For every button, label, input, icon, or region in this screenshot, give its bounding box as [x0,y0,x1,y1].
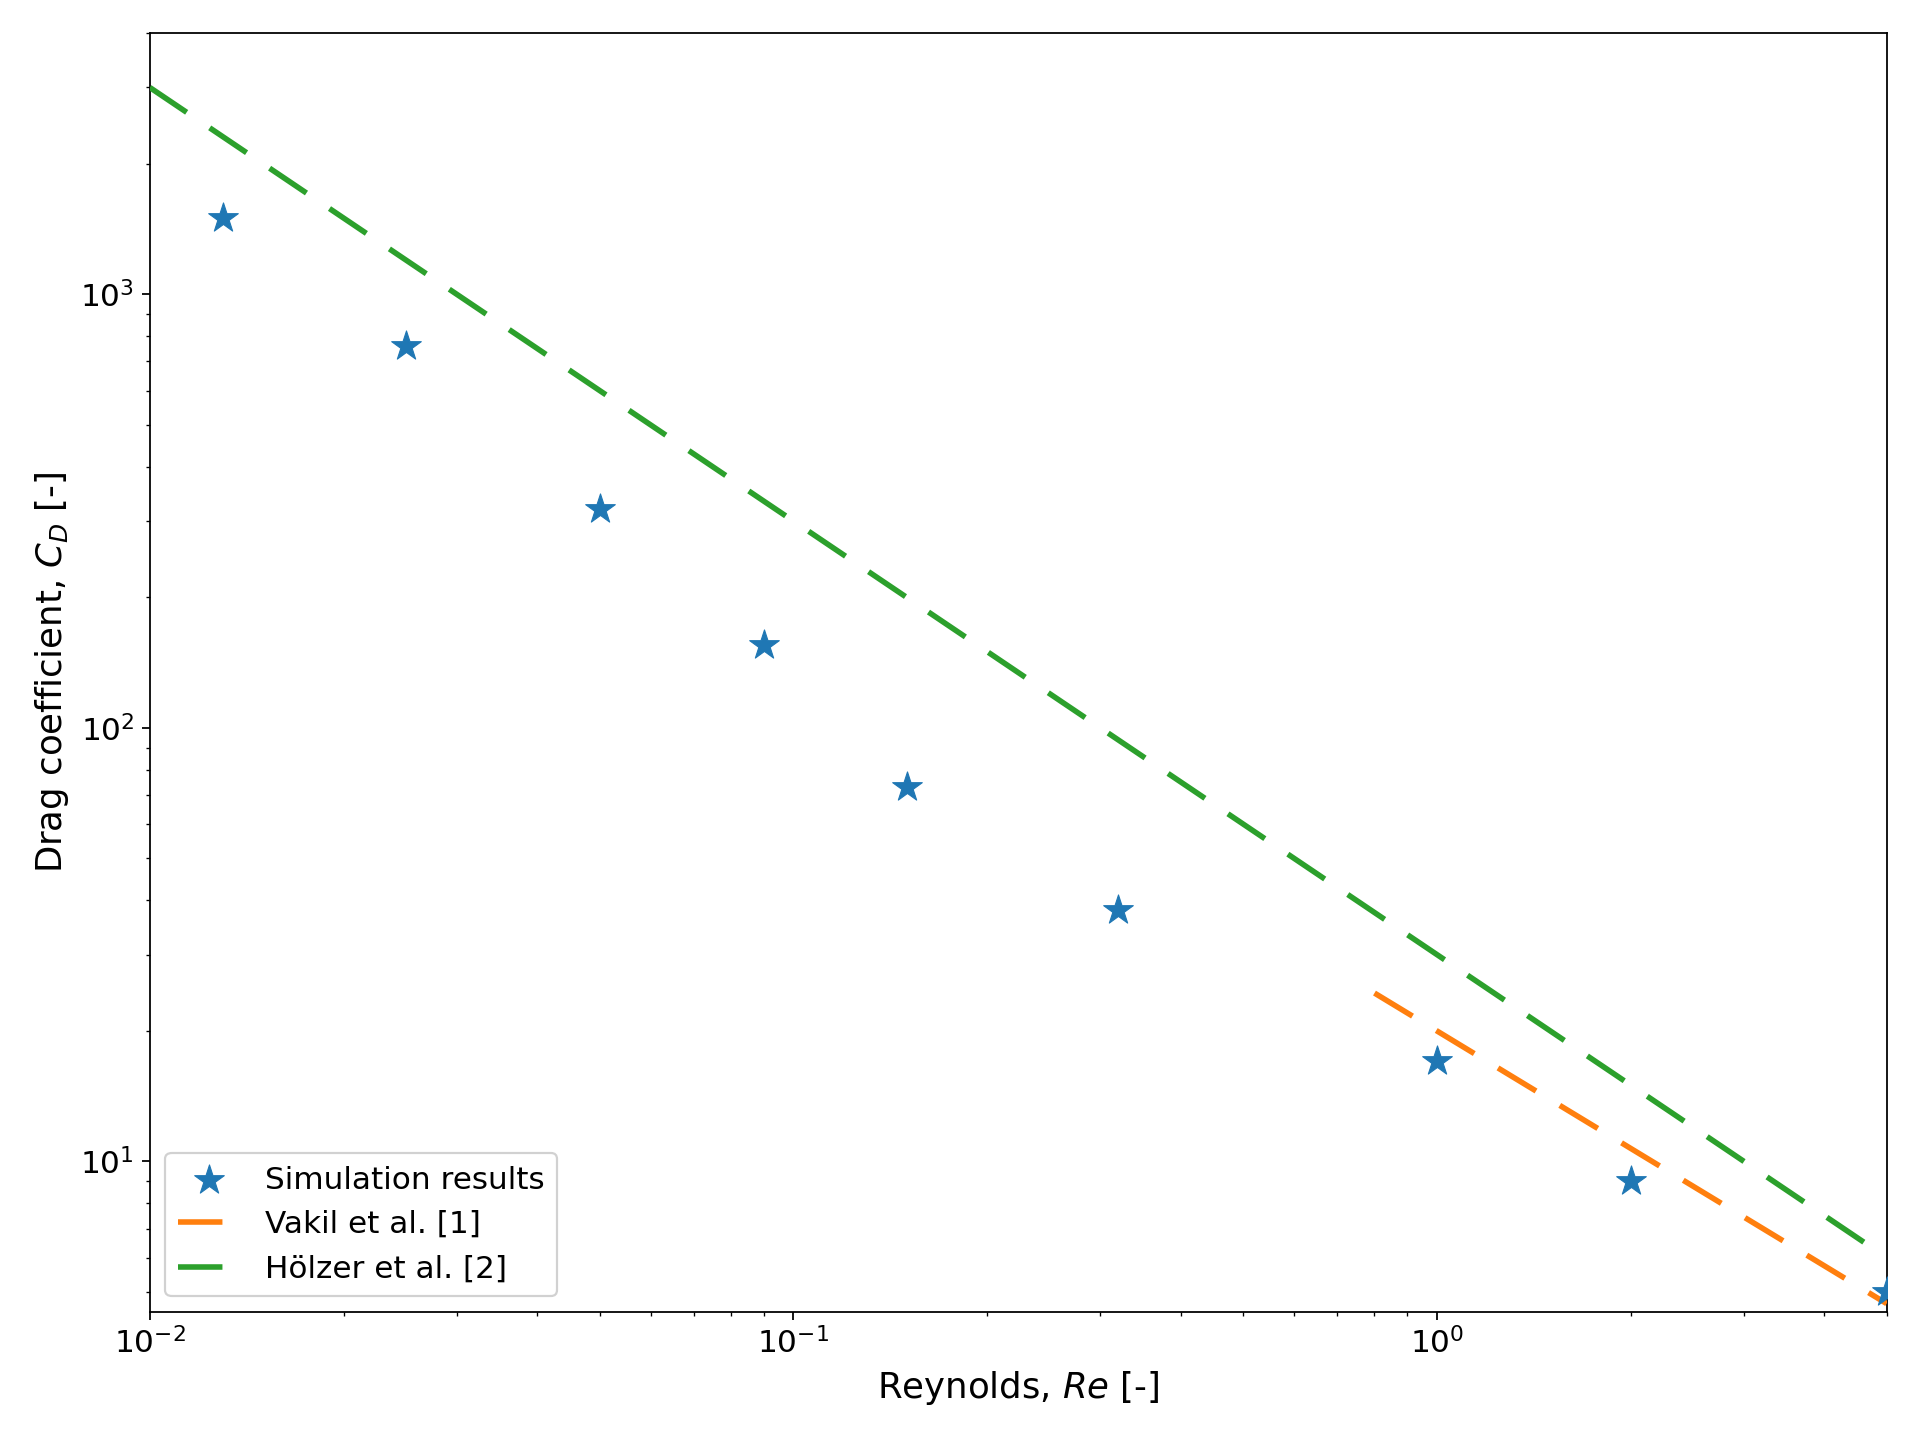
Vakil et al. [1] [1668,1169,1692,1187]
Simulation results [891,776,922,799]
Hölzer et al. [2] [1601,1066,1624,1083]
X-axis label: Reynolds, $\mathit{Re}$ [-]: Reynolds, $\mathit{Re}$ [-] [877,1368,1160,1407]
Simulation results [584,497,614,520]
Line: Vakil et al. [1]: Vakil et al. [1] [1375,994,1887,1303]
Hölzer et al. [2] [1713,1139,1736,1156]
Hölzer et al. [2] [1876,1248,1899,1266]
Hölzer et al. [2] [1173,775,1196,792]
Hölzer et al. [2] [1202,795,1225,812]
Vakil et al. [1] [1365,985,1388,1002]
Simulation results [1104,899,1135,922]
Vakil et al. [1] [1363,985,1386,1002]
Vakil et al. [1] [1676,1175,1699,1192]
Line: Hölzer et al. [2]: Hölzer et al. [2] [150,88,1887,1257]
Simulation results [749,634,780,657]
Y-axis label: Drag coefficient, $C_D$ [-]: Drag coefficient, $C_D$ [-] [33,472,71,873]
Legend: Simulation results, Vakil et al. [1], Hölzer et al. [2]: Simulation results, Vakil et al. [1], Hö… [165,1153,557,1296]
Vakil et al. [1] [1667,1168,1690,1185]
Simulation results [390,334,420,357]
Vakil et al. [1] [1876,1295,1899,1312]
Vakil et al. [1] [1795,1246,1818,1263]
Simulation results [1872,1280,1903,1303]
Vakil et al. [1] [1828,1266,1851,1283]
Simulation results [1421,1050,1452,1073]
Hölzer et al. [2] [144,82,167,99]
Simulation results [207,206,238,229]
Hölzer et al. [2] [1167,772,1190,789]
Hölzer et al. [2] [138,79,161,96]
Simulation results [1615,1169,1645,1192]
